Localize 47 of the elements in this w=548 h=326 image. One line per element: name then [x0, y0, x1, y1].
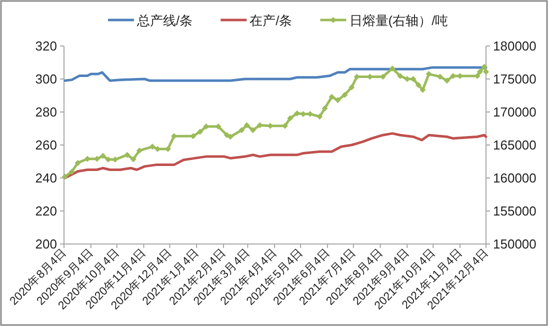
- point: [444, 78, 450, 84]
- y2-tick-label: 170000: [493, 104, 536, 120]
- point: [415, 82, 422, 88]
- point: [250, 127, 256, 134]
- point: [74, 160, 81, 166]
- y-tick-label: 320: [35, 38, 57, 54]
- y-tick-label: 200: [35, 236, 57, 252]
- point: [342, 92, 348, 98]
- point: [397, 73, 404, 80]
- point: [348, 84, 355, 90]
- point: [420, 86, 426, 93]
- point: [136, 148, 142, 154]
- point: [149, 144, 156, 150]
- point: [100, 152, 106, 159]
- point: [130, 156, 136, 162]
- point: [68, 168, 75, 175]
- point: [238, 127, 245, 134]
- point: [316, 114, 323, 120]
- point: [62, 174, 68, 180]
- y2-tick-label: 180000: [493, 38, 536, 54]
- point: [483, 68, 489, 75]
- y2-tick-label: 155000: [493, 204, 536, 218]
- point: [322, 105, 328, 112]
- legend-label: 日熔量(右轴）/吨: [349, 13, 448, 28]
- point: [244, 122, 250, 128]
- point: [227, 134, 234, 140]
- legend-label: 在产/条: [250, 13, 292, 28]
- legend-label: 总产线/条: [136, 13, 193, 28]
- y-tick-label: 220: [35, 204, 57, 218]
- point: [426, 71, 432, 78]
- point: [437, 74, 444, 80]
- y2-tick-label: 165000: [493, 138, 536, 152]
- y-tick-label: 240: [35, 170, 57, 186]
- point: [389, 65, 396, 72]
- point: [328, 94, 335, 100]
- point: [197, 128, 204, 135]
- y2-tick-label: 175000: [493, 72, 536, 86]
- point: [481, 64, 488, 70]
- y2-tick-label: 150000: [493, 236, 536, 252]
- point: [476, 68, 483, 75]
- y-tick-label: 300: [35, 72, 57, 86]
- y-tick-label: 280: [35, 104, 57, 120]
- y2-tick-label: 160000: [493, 170, 536, 186]
- point: [334, 97, 341, 104]
- y-tick-label: 260: [35, 138, 57, 152]
- point: [124, 152, 130, 158]
- point: [287, 115, 294, 122]
